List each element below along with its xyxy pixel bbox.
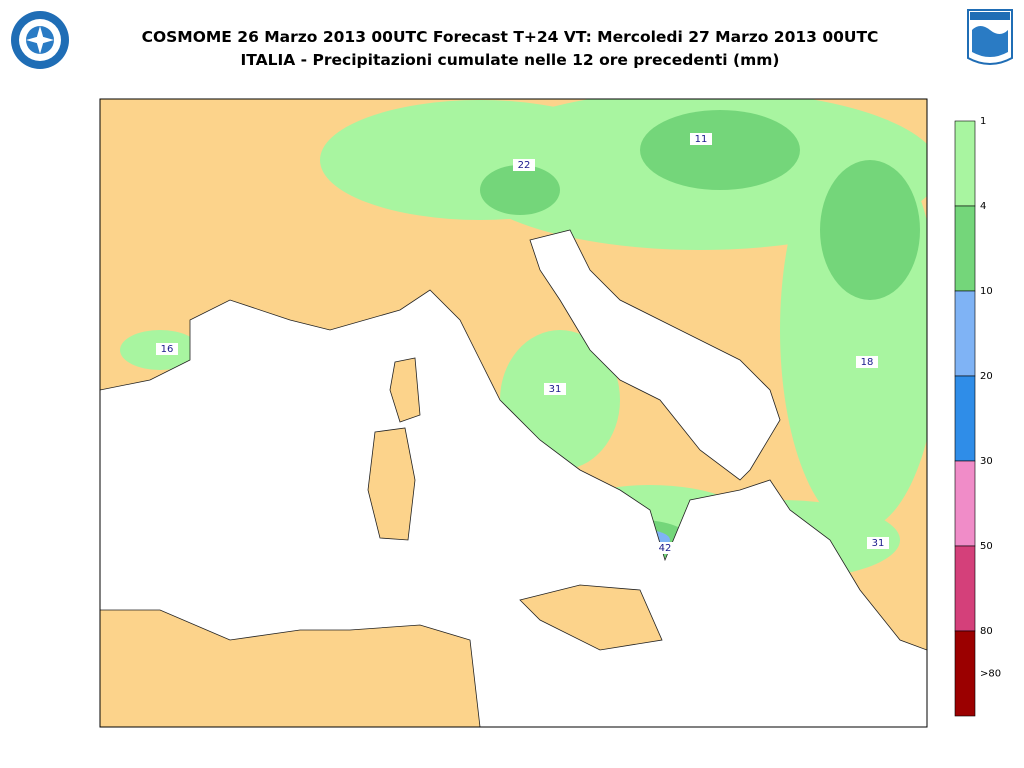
subtitle: ITALIA - Precipitazioni cumulate nelle 1… — [241, 51, 780, 69]
colorbar-label: >80 — [980, 669, 1001, 680]
colorbar-segment — [954, 120, 976, 207]
max-label-box — [156, 343, 178, 355]
max-label: 31 — [872, 538, 885, 549]
colorbar-label: 20 — [980, 371, 993, 382]
colorbar-label: 30 — [980, 456, 993, 467]
colorbar-segment — [954, 205, 976, 292]
colorbar-segment — [954, 630, 976, 717]
max-label-box — [867, 537, 889, 549]
colorbar-label: 4 — [980, 201, 986, 212]
land — [100, 357, 663, 727]
colorbar-segment — [954, 545, 976, 632]
colorbar-label: 10 — [980, 286, 993, 297]
colorbar-segment — [954, 375, 976, 462]
colorbar-label: 1 — [980, 116, 986, 127]
colorbar-segment — [954, 290, 976, 377]
max-label: 18 — [861, 357, 874, 368]
max-label: 22 — [518, 160, 531, 171]
max-label: 42 — [659, 543, 672, 554]
max-label-box — [513, 159, 535, 171]
colorbar-label: 80 — [980, 626, 993, 637]
max-label: 31 — [549, 384, 562, 395]
colorbar-segment — [954, 460, 976, 547]
max-label: 16 — [161, 344, 174, 355]
map-frame — [99, 98, 928, 728]
max-label-box — [654, 542, 676, 554]
logo-right — [967, 9, 1013, 65]
colorbar-label: 50 — [980, 541, 993, 552]
max-label-box — [690, 133, 712, 145]
colorbar: 1 4 10 20 30 50 80 >80 — [954, 116, 1001, 717]
title: COSMOME 26 Marzo 2013 00UTC Forecast T+2… — [142, 28, 879, 46]
map — [100, 99, 927, 727]
max-label-box — [856, 356, 878, 368]
logo-left — [11, 11, 69, 69]
max-label-box — [544, 383, 566, 395]
max-label: 11 — [695, 134, 708, 145]
sea — [100, 229, 927, 727]
